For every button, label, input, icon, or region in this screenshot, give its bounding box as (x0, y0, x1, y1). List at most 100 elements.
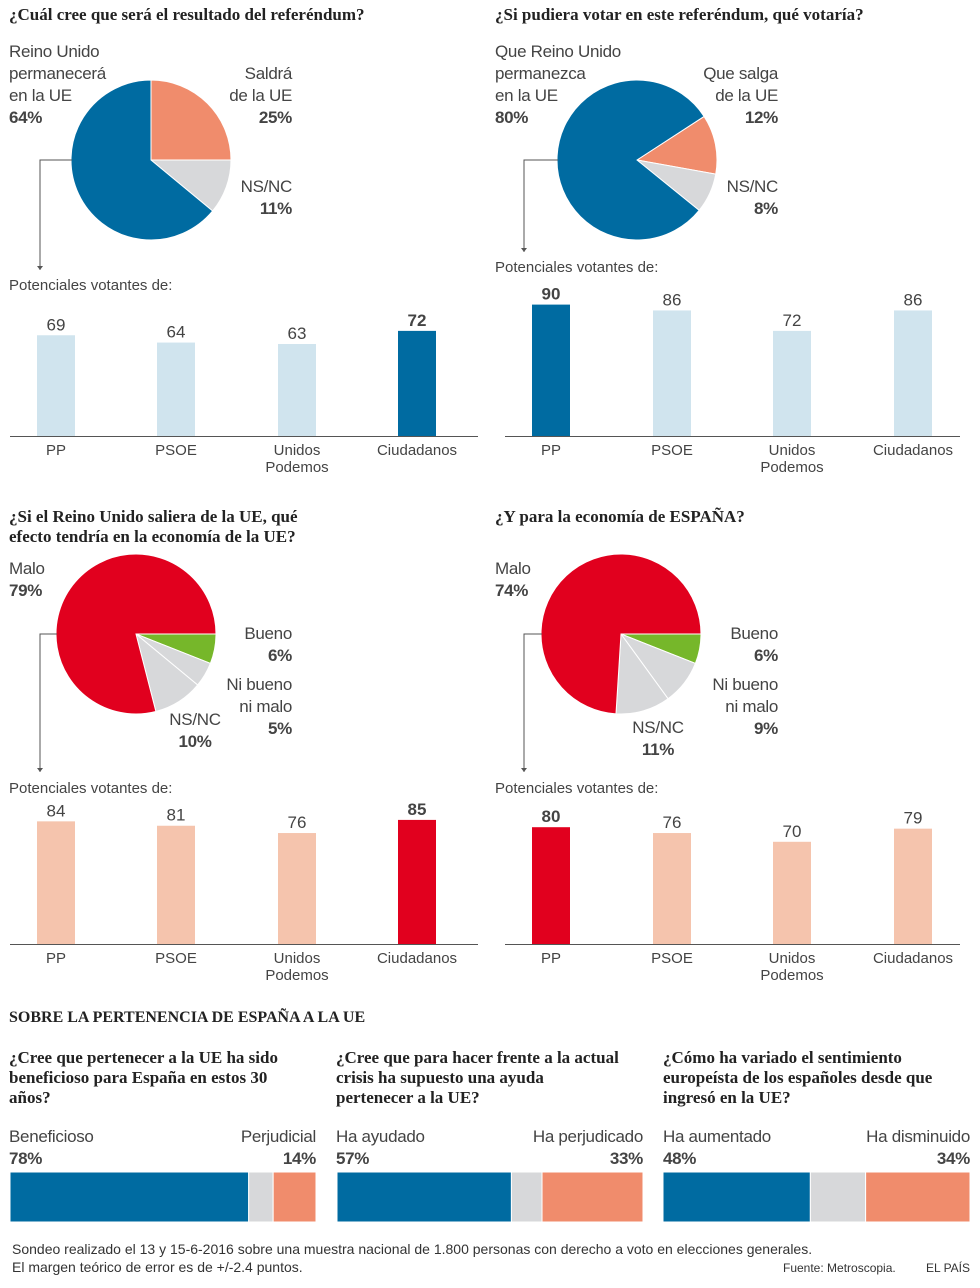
question-1: ¿Cuál cree que será el resultado del ref… (9, 5, 365, 24)
stacked2-left: Ha ayudado 57% (336, 1127, 425, 1168)
bar-category-label: PP (540, 950, 561, 967)
bar-value-label: 85 (408, 800, 427, 819)
pie4-label-ni: Ni bueno ni malo 9% (712, 675, 778, 738)
bar-value-label: 64 (167, 323, 186, 342)
bar-value-label: 90 (542, 285, 561, 304)
pie3-label-malo: Malo 79% (9, 559, 45, 600)
source: Fuente: Metroscopia. (783, 1261, 896, 1275)
bar (773, 330, 811, 436)
pie-slice (150, 79, 232, 161)
bar (278, 344, 316, 436)
question-3: ¿Si el Reino Unido saliera de la UE, qué… (9, 507, 298, 546)
subtitle-3: Potenciales votantes de: (9, 780, 173, 797)
bar-value-label: 72 (408, 311, 427, 330)
bar-value-label: 86 (904, 290, 923, 309)
bar (157, 825, 195, 944)
pie2-label-remain: Que Reino Unido permanezca en la UE 80% (495, 42, 621, 127)
footer-note-2: El margen teórico de error es de +/-2.4 … (12, 1259, 303, 1275)
bar (398, 330, 436, 436)
pie-slice (70, 79, 214, 241)
question-4: ¿Y para la economía de ESPAÑA? (495, 507, 745, 526)
bar (37, 335, 75, 436)
bar-category-label: Unidos Podemos (760, 950, 824, 984)
leader-line (523, 159, 558, 252)
subtitle-2: Potenciales votantes de: (495, 259, 659, 276)
stacked3-right: Ha disminuido 34% (866, 1127, 970, 1168)
bar (532, 304, 570, 436)
bar-value-label: 76 (288, 813, 307, 832)
stacked3-left: Ha aumentado 48% (663, 1127, 771, 1168)
pie3-label-nsnc: NS/NC 10% (169, 710, 221, 751)
arrow-icon (521, 768, 527, 772)
bar-value-label: 70 (783, 822, 802, 841)
stacked-question-3: ¿Cómo ha variado el sentimiento europeíst… (663, 1048, 933, 1107)
stacked-segment (541, 1171, 644, 1223)
pie2-label-nsnc: NS/NC 8% (726, 177, 779, 218)
stacked2-right: Ha perjudicado 33% (532, 1127, 643, 1168)
pie-slice (556, 79, 705, 241)
bar (157, 342, 195, 436)
bar (894, 828, 932, 944)
stacked-question-1: ¿Cree que pertenecer a la UE ha sido bene… (9, 1048, 278, 1107)
pie1-label-leave: Saldrá de la UE 25% (229, 64, 292, 127)
stacked-segment (809, 1171, 867, 1223)
section-title: SOBRE LA PERTENENCIA DE ESPAÑA A LA UE (9, 1009, 366, 1026)
pie4-label-nsnc: NS/NC 11% (632, 718, 684, 759)
bar-value-label: 72 (783, 311, 802, 330)
bar-category-label: PP (45, 442, 66, 459)
arrow-icon (37, 768, 43, 772)
footer-note-1: Sondeo realizado el 13 y 15-6-2016 sobre… (12, 1241, 813, 1257)
bar (653, 310, 691, 436)
stacked-segment (510, 1171, 543, 1223)
bar-value-label: 76 (663, 813, 682, 832)
bar-category-label: PP (540, 442, 561, 459)
bar-category-label: Unidos Podemos (760, 442, 824, 476)
bar-category-label: Ciudadanos (872, 442, 954, 459)
bar (894, 310, 932, 436)
subtitle-1: Potenciales votantes de: (9, 277, 173, 294)
pie2-label-leave: Que salga de la UE 12% (703, 64, 778, 127)
stacked-segment (336, 1171, 512, 1223)
bar-value-label: 81 (167, 806, 186, 825)
brand: EL PAÍS (926, 1261, 971, 1275)
pie-slice (540, 553, 702, 715)
pie1-label-remain: Reino Unido permanecerá en la UE 64% (9, 42, 106, 127)
bar (532, 827, 570, 944)
bar-category-label: Unidos Podemos (265, 442, 329, 476)
pie4-label-bueno: Bueno 6% (730, 624, 778, 665)
bar-value-label: 79 (904, 809, 923, 828)
pie-slice (635, 115, 718, 175)
bar-category-label: PSOE (155, 442, 197, 459)
arrow-icon (37, 266, 43, 270)
subtitle-4: Potenciales votantes de: (495, 780, 659, 797)
bar (37, 821, 75, 944)
stacked1-left: Beneficioso 78% (9, 1127, 94, 1168)
bar-category-label: Unidos Podemos (265, 950, 329, 984)
bar-value-label: 84 (47, 801, 66, 820)
pie3-label-ni: Ni bueno ni malo 5% (226, 675, 292, 738)
bar-category-label: PSOE (651, 442, 693, 459)
bar-category-label: Ciudadanos (376, 442, 458, 459)
bar-category-label: Ciudadanos (376, 950, 458, 967)
bar-category-label: PSOE (651, 950, 693, 967)
pie-slice (55, 553, 217, 715)
leader-line (39, 159, 72, 270)
bar (278, 833, 316, 944)
leader-line (39, 633, 57, 772)
pie1-label-nsnc: NS/NC 11% (240, 177, 293, 218)
arrow-icon (521, 248, 527, 252)
bar-value-label: 63 (288, 324, 307, 343)
bar-value-label: 69 (47, 315, 66, 334)
bar-category-label: PP (45, 950, 66, 967)
leader-line (523, 633, 542, 772)
bar-value-label: 86 (663, 290, 682, 309)
bar-category-label: Ciudadanos (872, 950, 954, 967)
question-2: ¿Si pudiera votar en este referéndum, qu… (495, 5, 864, 24)
bar (773, 841, 811, 944)
bar-category-label: PSOE (155, 950, 197, 967)
pie3-label-bueno: Bueno 6% (244, 624, 292, 665)
pie4-label-malo: Malo 74% (495, 559, 531, 600)
bar (653, 833, 691, 944)
stacked-segment (9, 1171, 250, 1223)
